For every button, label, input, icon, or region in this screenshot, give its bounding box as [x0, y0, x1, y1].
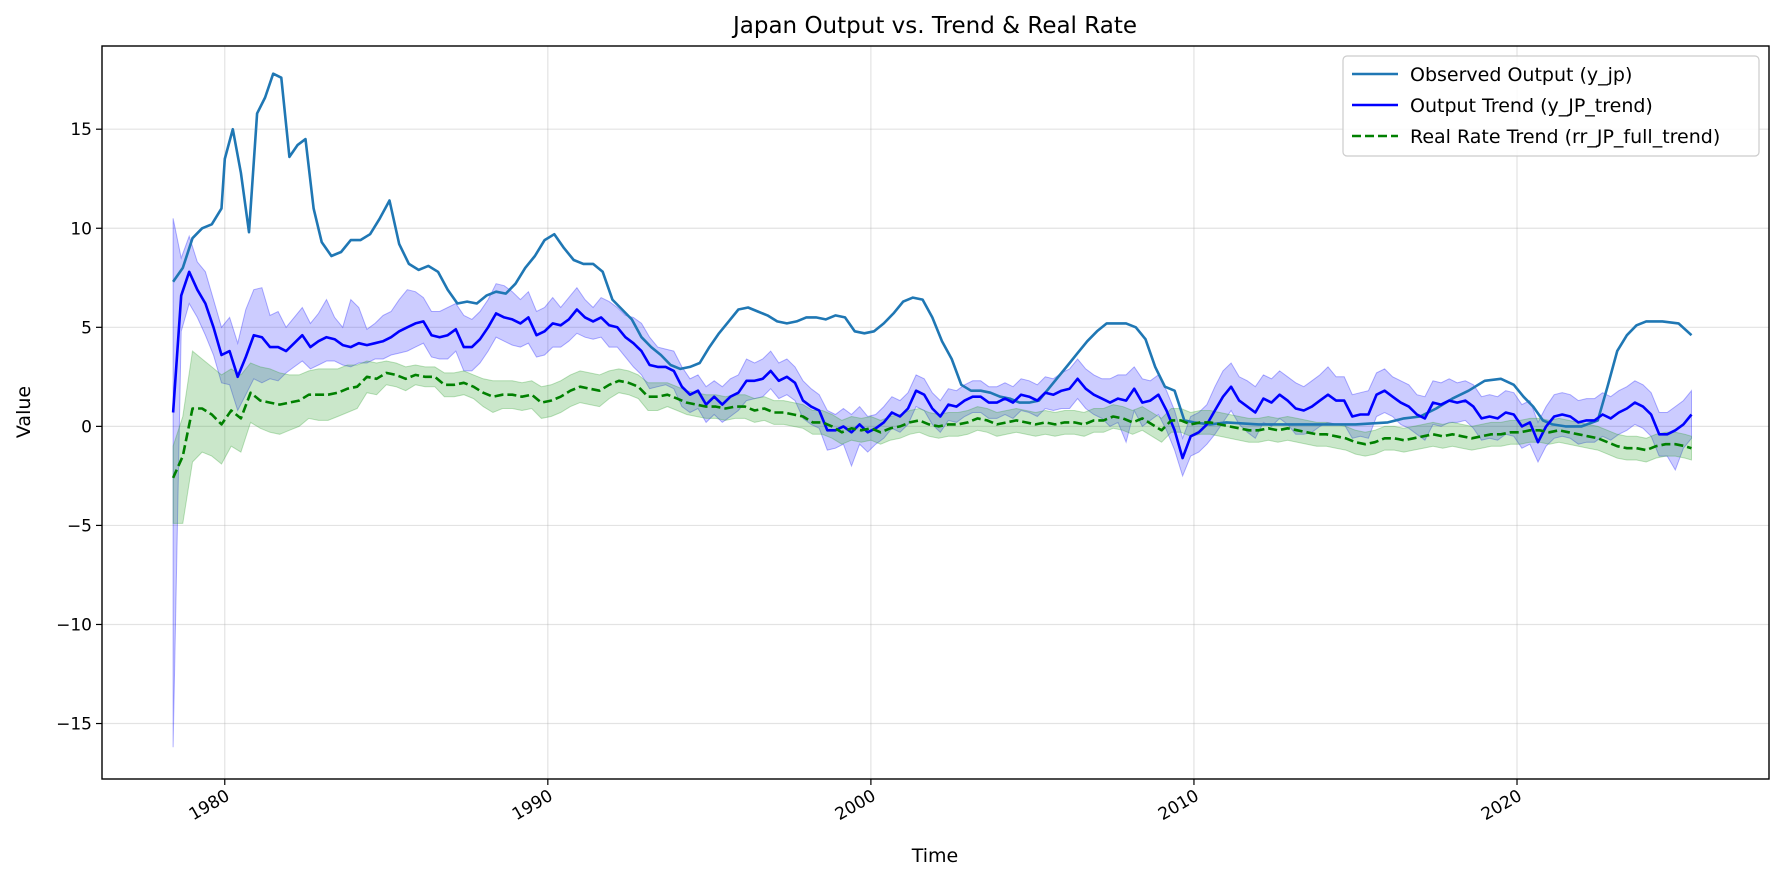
y-tick-label: −5 — [67, 516, 92, 536]
series-lines — [171, 72, 1693, 479]
plot-frame — [101, 45, 1770, 780]
y-tick-label: 15 — [70, 120, 92, 140]
line-output-trend — [171, 270, 1693, 460]
legend-label: Real Rate Trend (rr_JP_full_trend) — [1410, 126, 1720, 148]
line-observed-output — [172, 72, 1693, 428]
legend-label: Observed Output (y_jp) — [1410, 64, 1632, 86]
x-axis-title: Time — [911, 845, 959, 867]
legend-box — [1342, 55, 1760, 157]
line-real-rate-trend — [171, 371, 1692, 479]
y-tick-label: 5 — [81, 318, 92, 338]
band-output-trend — [172, 218, 1692, 748]
y-tick-label: 0 — [81, 417, 92, 437]
y-tick-label: 10 — [70, 219, 92, 239]
y-axis: −15 −10 −5 0 5 10 15 — [56, 120, 102, 735]
y-axis-title: Value — [13, 386, 35, 438]
chart-title: Japan Output vs. Trend & Real Rate — [731, 13, 1137, 39]
y-tick-label: −15 — [56, 715, 92, 735]
legend: Observed Output (y_jp) Output Trend (y_JP… — [1342, 55, 1760, 157]
y-tick-label: −10 — [56, 615, 92, 635]
legend-label: Output Trend (y_JP_trend) — [1410, 95, 1653, 117]
